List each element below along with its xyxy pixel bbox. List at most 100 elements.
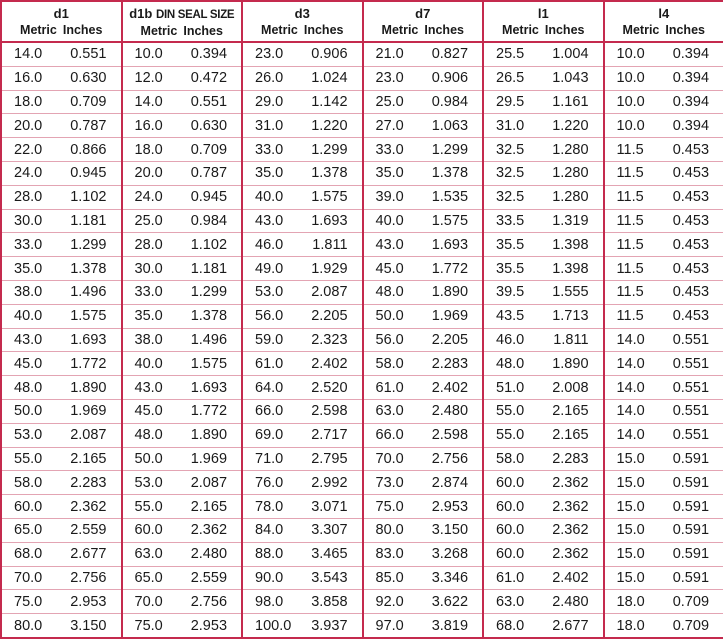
column-header-d1: d1 Metric Inches [0, 1, 122, 43]
inches-cell-l1: 2.165 [538, 423, 604, 448]
inches-cell-d3: 1.024 [297, 66, 363, 91]
table-row: 33.0 1.299 28.0 1.102 46.0 1.811 43.0 1.693 35.5… [0, 232, 723, 258]
inches-cell-l1: 1.398 [538, 232, 604, 258]
inches-cell-d1: 2.559 [56, 518, 122, 543]
inches-cell-d1b: 1.693 [176, 375, 243, 400]
inches-cell-d1: 2.283 [56, 470, 122, 496]
metric-cell-d7: 70.0 [361, 447, 418, 472]
inches-cell-d7: 2.480 [417, 399, 484, 424]
metric-cell-d3: 26.0 [241, 66, 298, 91]
metric-cell-l4: 14.0 [602, 399, 659, 424]
table-row: 22.0 0.866 18.0 0.709 33.0 1.299 33.0 1.299 32.5… [0, 137, 723, 162]
metric-cell-d3: 84.0 [241, 518, 298, 543]
metric-cell-l4: 15.0 [602, 447, 659, 472]
inches-cell-d3: 3.937 [297, 613, 363, 639]
inches-cell-d1b: 0.630 [176, 113, 243, 139]
table-row: 80.0 3.150 75.0 2.953 100.0 3.937 97.0 3.819 68.… [0, 613, 723, 639]
metric-cell-d7: 50.0 [361, 304, 418, 329]
inches-subheader: Inches [303, 23, 344, 37]
metric-cell-d1b: 33.0 [120, 280, 177, 305]
inches-cell-l1: 1.004 [538, 42, 604, 67]
metric-cell-d7: 23.0 [361, 66, 418, 91]
column-header-d7: d7 Metric Inches [361, 1, 484, 43]
metric-cell-d7: 48.0 [361, 280, 418, 305]
metric-cell-d3: 59.0 [241, 328, 298, 353]
table-row: 48.0 1.890 43.0 1.693 64.0 2.520 61.0 2.402 51.0… [0, 375, 723, 400]
inches-cell-l4: 0.453 [658, 232, 723, 258]
inches-cell-d1b: 2.953 [176, 613, 243, 639]
table-row: 55.0 2.165 50.0 1.969 71.0 2.795 70.0 2.756 58.0… [0, 447, 723, 472]
metric-cell-l4: 11.5 [602, 280, 659, 305]
metric-cell-d1: 30.0 [0, 209, 56, 234]
metric-cell-d3: 33.0 [241, 137, 298, 162]
inches-cell-l4: 0.453 [658, 161, 723, 186]
metric-cell-l4: 11.5 [602, 185, 659, 210]
table-row: 16.0 0.630 12.0 0.472 26.0 1.024 23.0 0.906 26.5… [0, 66, 723, 91]
metric-cell-l1: 61.0 [482, 566, 539, 591]
metric-subheader: Metric [140, 24, 178, 38]
inches-cell-d1: 1.772 [56, 351, 122, 377]
inches-cell-d7: 1.535 [417, 185, 484, 210]
metric-cell-d1: 24.0 [0, 161, 56, 186]
inches-cell-d7: 2.283 [417, 351, 484, 377]
metric-cell-l1: 31.0 [482, 113, 539, 139]
inches-cell-d3: 1.299 [297, 137, 363, 162]
metric-cell-d1: 28.0 [0, 185, 56, 210]
metric-subheader: Metric [261, 23, 298, 37]
inches-cell-d3: 3.071 [297, 494, 363, 519]
metric-cell-d7: 39.0 [361, 185, 418, 210]
metric-cell-d1b: 16.0 [120, 113, 177, 139]
inches-cell-d1b: 1.299 [176, 280, 243, 305]
inches-cell-d7: 1.969 [417, 304, 484, 329]
inches-cell-d1b: 1.181 [176, 256, 243, 281]
inches-cell-l4: 0.709 [658, 589, 723, 615]
metric-cell-l4: 11.5 [602, 209, 659, 234]
metric-cell-d1: 65.0 [0, 518, 56, 543]
metric-cell-l4: 11.5 [602, 256, 659, 281]
metric-cell-d1: 70.0 [0, 566, 56, 591]
inches-cell-l1: 1.280 [538, 137, 604, 162]
inches-cell-d1: 1.299 [56, 232, 122, 258]
inches-cell-d3: 1.693 [297, 209, 363, 234]
inches-cell-d1: 0.945 [56, 161, 122, 186]
inches-cell-l4: 0.591 [658, 447, 723, 472]
inches-cell-d3: 2.717 [297, 423, 363, 448]
inches-cell-d7: 2.598 [417, 423, 484, 448]
inches-subheader: Inches [665, 23, 705, 37]
inches-cell-l4: 0.591 [658, 470, 723, 496]
metric-cell-l4: 15.0 [602, 566, 659, 591]
metric-cell-d1: 38.0 [0, 280, 56, 305]
inches-cell-d1: 2.953 [56, 589, 122, 615]
metric-cell-d1: 55.0 [0, 447, 56, 472]
metric-cell-d1b: 75.0 [120, 613, 177, 639]
inches-cell-d1: 0.709 [56, 90, 122, 115]
table-row: 38.0 1.496 33.0 1.299 53.0 2.087 48.0 1.890 39.5… [0, 280, 723, 305]
inches-cell-d1b: 0.551 [176, 90, 243, 115]
metric-cell-l4: 15.0 [602, 470, 659, 496]
metric-cell-d3: 43.0 [241, 209, 298, 234]
metric-cell-l4: 14.0 [602, 351, 659, 377]
inches-cell-l4: 0.591 [658, 542, 723, 567]
inches-cell-l1: 2.165 [538, 399, 604, 424]
inches-cell-l1: 1.161 [538, 90, 604, 115]
inches-cell-d1: 3.150 [56, 613, 122, 639]
metric-cell-d3: 23.0 [241, 42, 298, 67]
inches-cell-d7: 3.150 [417, 518, 484, 543]
metric-cell-l4: 15.0 [602, 494, 659, 519]
metric-cell-d1b: 43.0 [120, 375, 177, 400]
inches-subheader: Inches [62, 23, 103, 37]
table-row: 28.0 1.102 24.0 0.945 40.0 1.575 39.0 1.535 32.5… [0, 185, 723, 210]
inches-cell-d7: 1.299 [417, 137, 484, 162]
inches-cell-d1b: 0.394 [176, 42, 243, 67]
inches-cell-l1: 1.043 [538, 66, 604, 91]
metric-cell-d3: 49.0 [241, 256, 298, 281]
inches-cell-l1: 2.362 [538, 542, 604, 567]
metric-cell-d1: 48.0 [0, 375, 56, 400]
metric-cell-d3: 76.0 [241, 470, 298, 496]
metric-cell-l1: 51.0 [482, 375, 539, 400]
inches-cell-d3: 3.858 [297, 589, 363, 615]
inches-cell-d7: 1.890 [417, 280, 484, 305]
table-row: 50.0 1.969 45.0 1.772 66.0 2.598 63.0 2.480 55.0… [0, 399, 723, 424]
inches-cell-d1b: 1.575 [176, 351, 243, 377]
metric-cell-d7: 58.0 [361, 351, 418, 377]
